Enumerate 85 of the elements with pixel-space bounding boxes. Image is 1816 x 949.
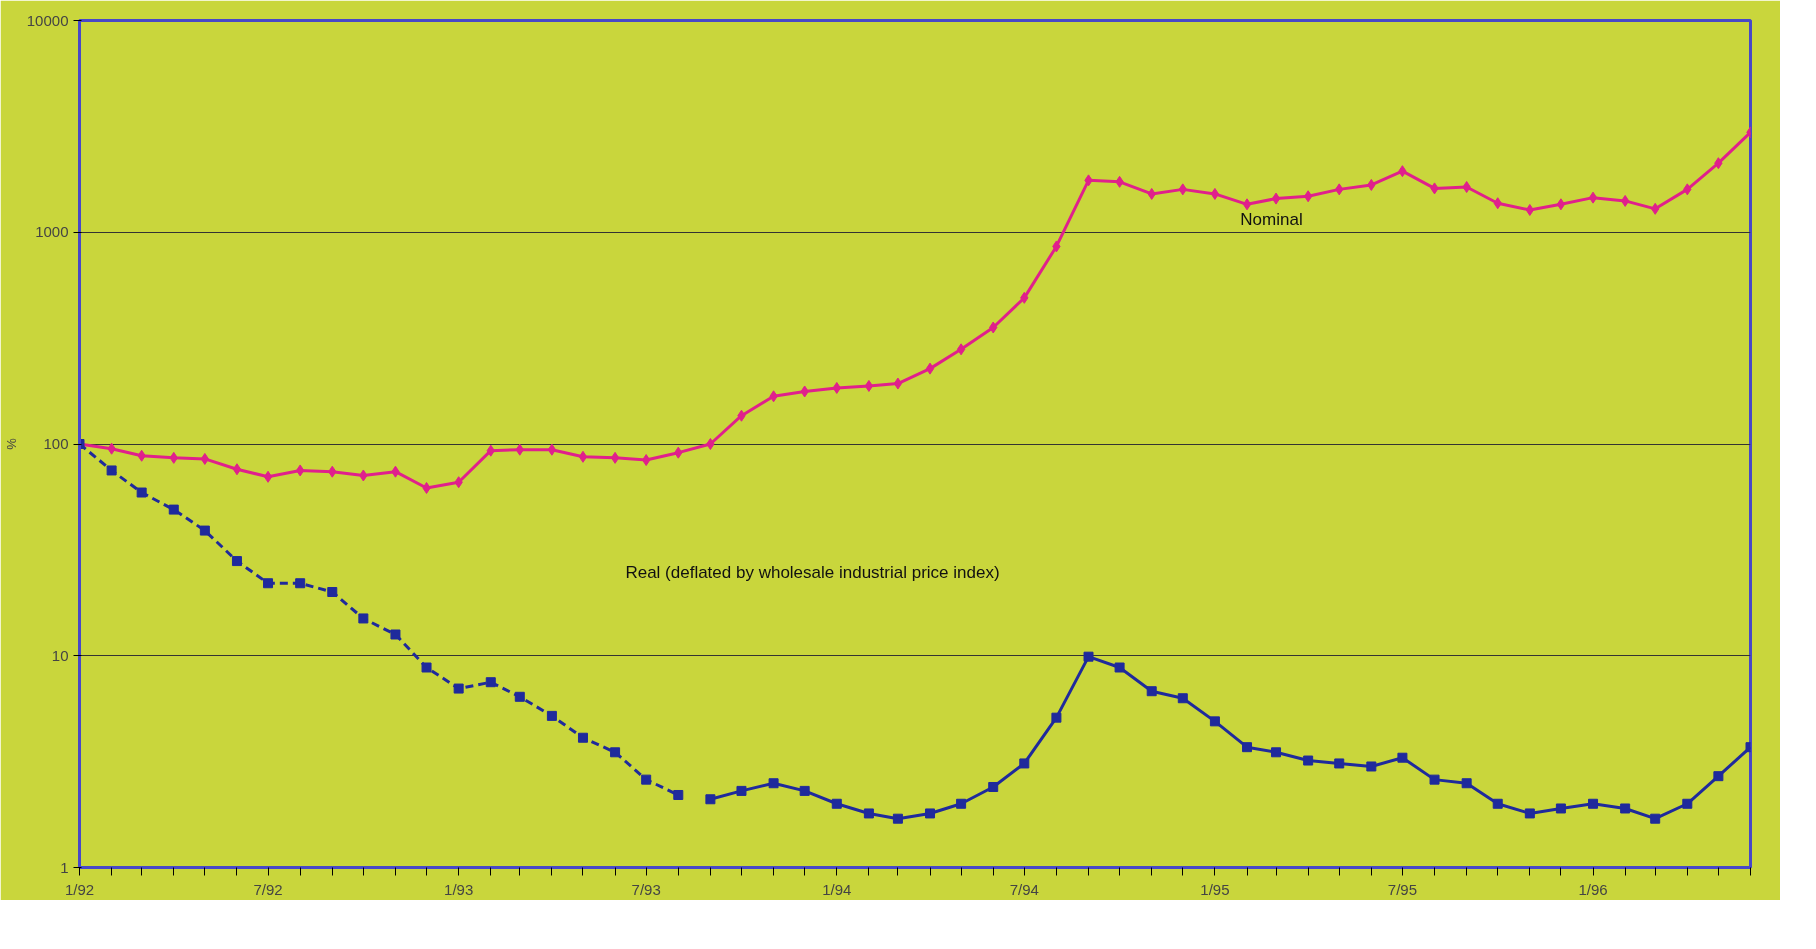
point — [577, 732, 588, 743]
point — [327, 587, 338, 598]
y-tick-label: 1000 — [35, 223, 69, 241]
point — [610, 747, 621, 758]
point — [1303, 755, 1314, 766]
point — [453, 683, 464, 694]
point — [1397, 752, 1408, 763]
point — [200, 452, 210, 465]
point — [893, 377, 903, 390]
point — [1242, 742, 1253, 753]
point — [799, 785, 810, 796]
point — [514, 691, 525, 702]
point — [295, 578, 306, 589]
point — [892, 813, 903, 824]
point — [831, 798, 842, 809]
y-axis-title: % — [3, 437, 19, 450]
y-tick-label: 10000 — [26, 11, 69, 29]
point — [1555, 803, 1566, 814]
point — [736, 785, 747, 796]
point — [1177, 693, 1188, 704]
point — [1620, 803, 1631, 814]
point — [1588, 798, 1599, 809]
point — [641, 774, 652, 785]
point — [673, 789, 684, 800]
x-tick-label: 7/95 — [1387, 880, 1418, 898]
point — [1271, 747, 1282, 758]
point — [1429, 774, 1440, 785]
point — [485, 677, 496, 688]
point — [578, 450, 588, 463]
point — [925, 362, 935, 375]
x-tick-label: 7/94 — [1009, 880, 1039, 898]
point — [1492, 798, 1503, 809]
annotation: Nominal — [1240, 210, 1303, 230]
point — [706, 438, 715, 450]
point — [1146, 686, 1157, 697]
x-tick-label: 7/92 — [253, 880, 283, 898]
point — [1366, 761, 1377, 772]
point — [1242, 198, 1252, 211]
point — [106, 465, 117, 476]
point — [546, 710, 557, 721]
point — [136, 487, 147, 498]
point — [956, 343, 966, 356]
point — [295, 464, 305, 477]
point — [1114, 662, 1125, 673]
point — [1051, 712, 1062, 723]
point — [705, 794, 716, 805]
point — [1019, 758, 1030, 769]
point — [421, 662, 432, 673]
x-tick-label: 1/95 — [1200, 880, 1230, 898]
point — [768, 778, 779, 789]
point — [231, 556, 242, 567]
point — [1682, 798, 1693, 809]
annotation: Real (deflated by wholesale industrial price index) — [625, 562, 1000, 582]
point — [168, 504, 179, 515]
point — [1083, 651, 1094, 662]
y-tick-label: 1 — [60, 858, 69, 876]
x-tick-label: 1/96 — [1578, 880, 1608, 898]
point — [1271, 192, 1281, 205]
x-tick-label: 1/92 — [64, 880, 95, 898]
point — [956, 798, 967, 809]
point — [1461, 778, 1472, 789]
point — [263, 578, 274, 589]
y-tick-label: 10 — [51, 646, 69, 664]
x-tick-label: 7/93 — [631, 880, 661, 898]
point — [1209, 716, 1220, 727]
point — [1713, 771, 1724, 782]
point — [199, 525, 210, 536]
point — [358, 613, 369, 624]
point — [263, 470, 273, 483]
point — [1524, 808, 1535, 819]
point — [547, 443, 557, 456]
point — [1525, 203, 1535, 216]
point — [1210, 187, 1220, 200]
point — [1556, 198, 1566, 211]
point — [1334, 758, 1345, 769]
x-tick-label: 1/93 — [444, 880, 474, 898]
point — [1588, 191, 1598, 204]
x-tick-label: 1/94 — [822, 880, 852, 898]
point — [863, 808, 874, 819]
point — [232, 463, 242, 476]
point — [1650, 813, 1661, 824]
y-tick-label: 100 — [43, 435, 69, 452]
point — [988, 781, 999, 792]
point — [390, 629, 401, 640]
point — [925, 808, 936, 819]
